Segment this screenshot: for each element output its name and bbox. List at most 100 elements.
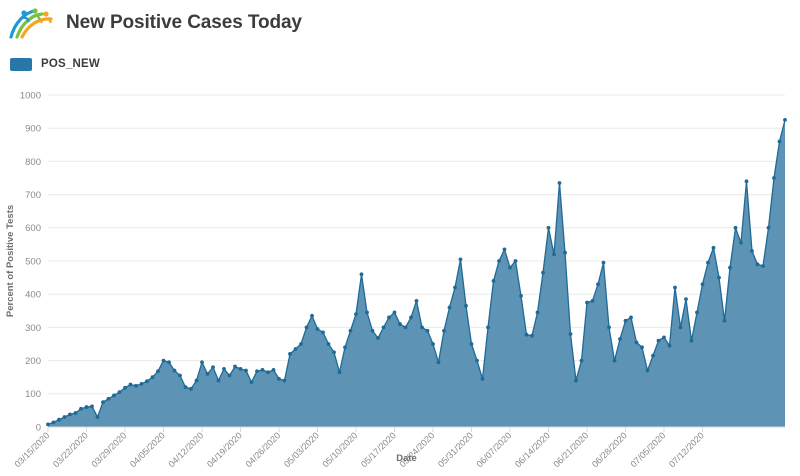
- data-point-marker[interactable]: [354, 312, 358, 317]
- data-point-marker[interactable]: [552, 252, 556, 257]
- data-point-marker[interactable]: [678, 325, 683, 330]
- data-point-marker[interactable]: [491, 279, 496, 283]
- data-point-marker[interactable]: [348, 328, 353, 333]
- data-point-marker[interactable]: [172, 368, 177, 373]
- data-point-marker[interactable]: [255, 369, 259, 374]
- data-point-marker[interactable]: [299, 342, 303, 346]
- data-point-marker[interactable]: [337, 370, 342, 375]
- data-point-marker[interactable]: [530, 333, 534, 338]
- data-point-marker[interactable]: [266, 370, 270, 375]
- data-point-marker[interactable]: [447, 305, 452, 310]
- data-point-marker[interactable]: [222, 367, 226, 371]
- data-point-marker[interactable]: [425, 328, 430, 333]
- data-point-marker[interactable]: [684, 297, 688, 302]
- data-point-marker[interactable]: [442, 328, 446, 333]
- data-point-marker[interactable]: [150, 375, 155, 380]
- data-point-marker[interactable]: [755, 262, 760, 267]
- data-point-marker[interactable]: [156, 369, 160, 374]
- data-point-marker[interactable]: [68, 412, 72, 417]
- data-point-marker[interactable]: [161, 358, 166, 363]
- data-point-marker[interactable]: [574, 378, 578, 383]
- data-point-marker[interactable]: [205, 371, 210, 376]
- data-point-marker[interactable]: [739, 240, 743, 245]
- data-point-marker[interactable]: [486, 325, 490, 330]
- data-point-marker[interactable]: [304, 325, 309, 330]
- data-point-marker[interactable]: [524, 332, 529, 337]
- data-point-marker[interactable]: [343, 345, 347, 350]
- data-point-marker[interactable]: [332, 350, 336, 355]
- data-point-marker[interactable]: [700, 282, 705, 287]
- data-point-marker[interactable]: [381, 325, 386, 330]
- data-point-marker[interactable]: [640, 345, 644, 350]
- data-point-marker[interactable]: [761, 264, 765, 268]
- data-point-marker[interactable]: [475, 358, 479, 363]
- data-point-marker[interactable]: [293, 347, 298, 351]
- data-point-marker[interactable]: [310, 313, 314, 318]
- data-point-marker[interactable]: [590, 298, 595, 303]
- data-point-marker[interactable]: [139, 381, 144, 386]
- data-point-marker[interactable]: [90, 404, 94, 409]
- data-point-marker[interactable]: [106, 396, 111, 401]
- data-point-marker[interactable]: [634, 340, 639, 345]
- data-point-marker[interactable]: [79, 406, 83, 411]
- data-point-marker[interactable]: [772, 176, 776, 180]
- data-point-marker[interactable]: [629, 315, 633, 320]
- data-point-marker[interactable]: [123, 385, 127, 390]
- data-point-marker[interactable]: [502, 247, 507, 252]
- data-point-marker[interactable]: [733, 225, 738, 230]
- data-point-marker[interactable]: [656, 338, 661, 343]
- data-point-marker[interactable]: [458, 257, 463, 262]
- data-point-marker[interactable]: [612, 358, 617, 363]
- data-point-marker[interactable]: [673, 285, 677, 290]
- data-point-marker[interactable]: [51, 420, 56, 425]
- data-point-marker[interactable]: [326, 342, 331, 346]
- data-point-marker[interactable]: [288, 352, 292, 356]
- data-point-marker[interactable]: [112, 393, 116, 398]
- data-point-marker[interactable]: [480, 376, 485, 381]
- data-point-marker[interactable]: [62, 415, 67, 419]
- data-point-marker[interactable]: [596, 282, 600, 287]
- data-point-marker[interactable]: [508, 265, 512, 270]
- data-point-marker[interactable]: [722, 318, 727, 323]
- data-point-marker[interactable]: [414, 298, 419, 303]
- data-point-marker[interactable]: [84, 405, 89, 409]
- data-point-marker[interactable]: [750, 249, 754, 253]
- data-point-marker[interactable]: [249, 380, 254, 385]
- data-point-marker[interactable]: [689, 338, 694, 343]
- data-point-marker[interactable]: [546, 225, 551, 230]
- data-point-marker[interactable]: [420, 325, 424, 330]
- data-point-marker[interactable]: [167, 360, 171, 365]
- data-point-marker[interactable]: [436, 360, 441, 365]
- data-point-marker[interactable]: [282, 378, 287, 383]
- data-point-marker[interactable]: [194, 378, 199, 383]
- data-point-marker[interactable]: [717, 275, 721, 280]
- data-point-marker[interactable]: [233, 364, 237, 369]
- data-point-marker[interactable]: [711, 245, 716, 250]
- data-point-marker[interactable]: [200, 360, 204, 365]
- data-point-marker[interactable]: [271, 367, 276, 372]
- data-point-marker[interactable]: [183, 385, 188, 390]
- data-point-marker[interactable]: [117, 390, 122, 395]
- data-point-marker[interactable]: [535, 310, 540, 315]
- data-point-marker[interactable]: [392, 310, 397, 315]
- data-point-marker[interactable]: [211, 365, 215, 370]
- data-point-marker[interactable]: [238, 367, 243, 371]
- data-point-marker[interactable]: [134, 383, 138, 388]
- data-point-marker[interactable]: [57, 417, 61, 422]
- data-point-marker[interactable]: [315, 327, 320, 331]
- data-point-marker[interactable]: [128, 382, 133, 387]
- data-point-marker[interactable]: [359, 272, 364, 277]
- data-point-marker[interactable]: [568, 332, 573, 336]
- data-point-marker[interactable]: [706, 260, 710, 265]
- data-point-marker[interactable]: [95, 415, 100, 419]
- data-point-marker[interactable]: [403, 325, 408, 330]
- data-point-marker[interactable]: [145, 379, 149, 384]
- data-point-marker[interactable]: [579, 358, 584, 363]
- data-point-marker[interactable]: [728, 265, 732, 270]
- data-point-marker[interactable]: [216, 378, 221, 383]
- chart-legend[interactable]: POS_NEW: [10, 55, 100, 73]
- data-point-marker[interactable]: [557, 181, 562, 185]
- data-point-marker[interactable]: [387, 315, 391, 320]
- data-point-marker[interactable]: [618, 337, 622, 341]
- data-point-marker[interactable]: [497, 259, 501, 263]
